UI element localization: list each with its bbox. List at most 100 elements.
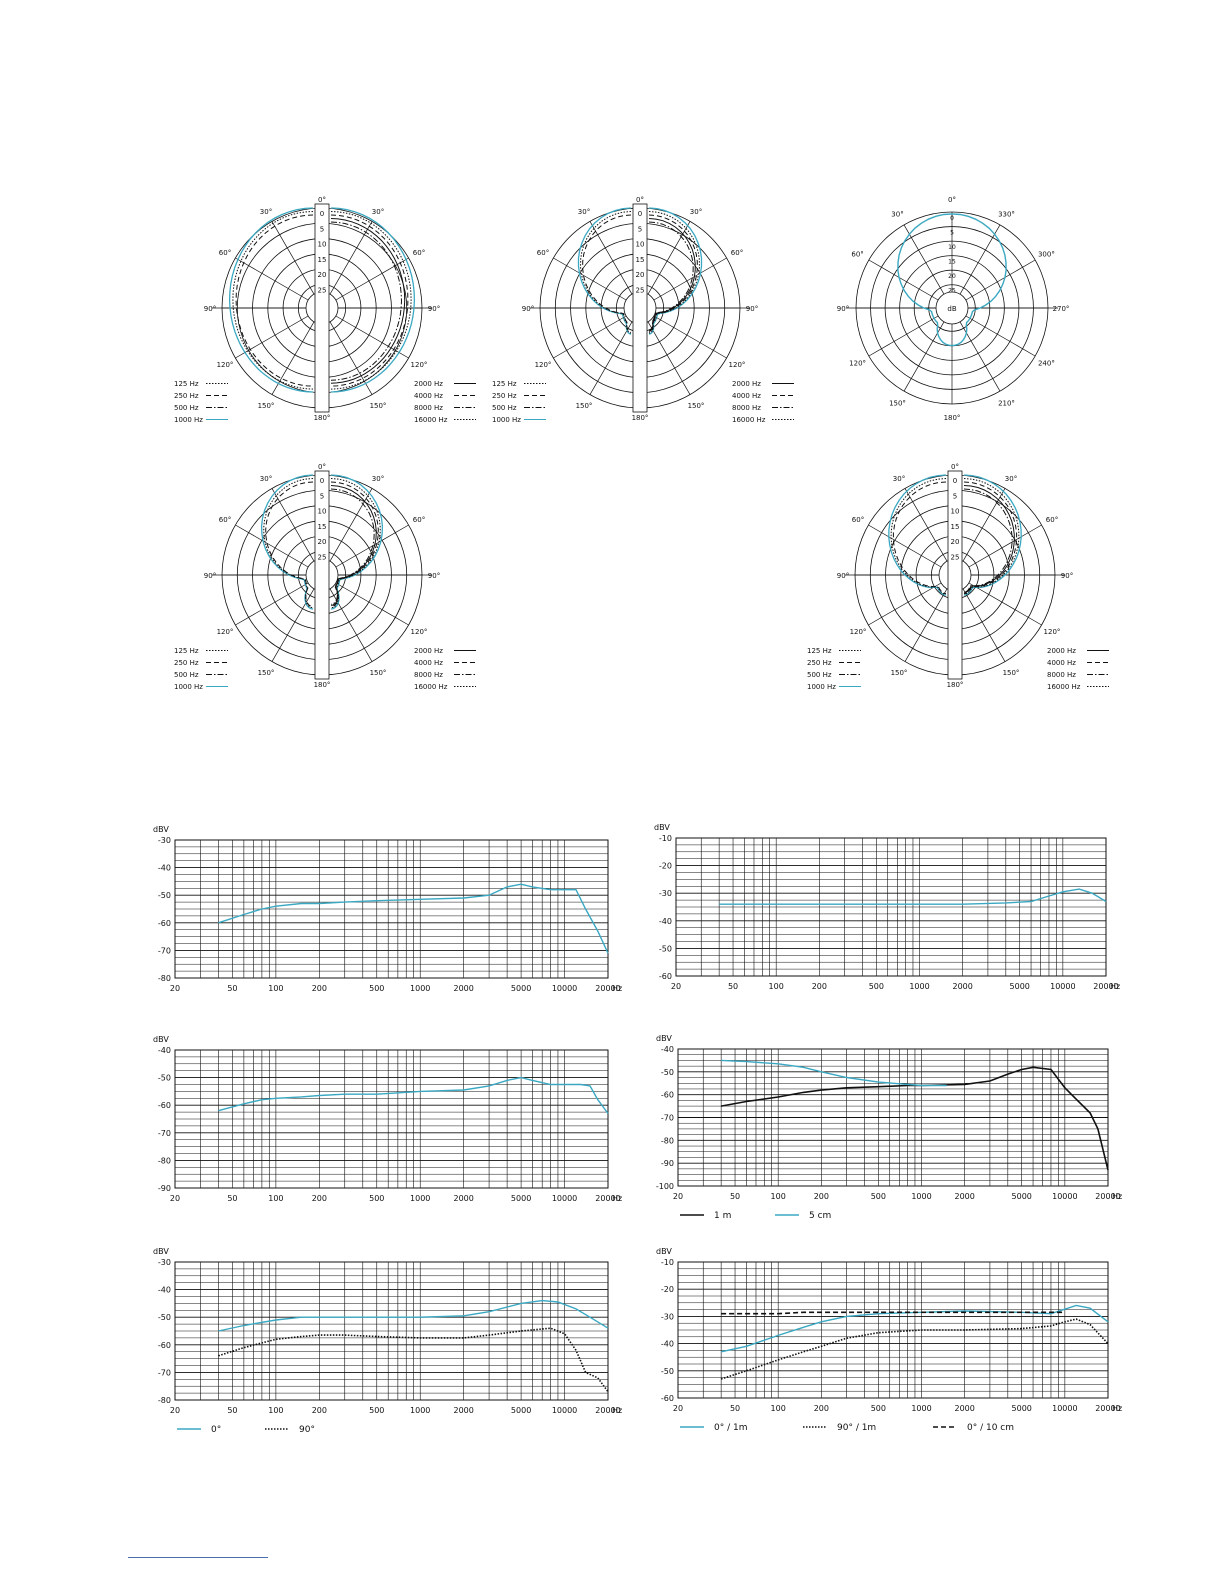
polar-diagram: dB051015202530°60°90°120°150°0°30°60°90°…	[807, 463, 1109, 691]
polar-angle-label: 90°	[204, 572, 216, 580]
y-tick-label: -50	[661, 1068, 674, 1077]
series-line	[720, 1318, 1109, 1380]
polar-angle-label: 30°	[260, 208, 272, 216]
polar-angle-label: 150°	[370, 402, 387, 410]
legend-label: 16000 Hz	[732, 416, 766, 424]
polar-angle-label: 180°	[632, 414, 649, 422]
y-tick-label: -40	[659, 917, 672, 926]
axis-ylabel: dBV	[656, 1247, 672, 1256]
polar-ring-label: 20	[636, 271, 645, 279]
polar-angle-label: 150°	[1003, 669, 1020, 677]
polar-divider-strip	[947, 470, 963, 680]
legend-label: 8000 Hz	[1047, 671, 1076, 679]
polar-curve	[330, 488, 375, 605]
polar-curve	[330, 485, 377, 606]
polar-angle-label: 60°	[413, 516, 425, 524]
polar-curve	[892, 481, 947, 595]
polar-spoke	[868, 315, 939, 357]
polar-spoke	[335, 524, 409, 568]
footer-rule	[128, 1557, 268, 1558]
legend-label: 16000 Hz	[414, 416, 448, 424]
polar-curve	[648, 214, 698, 333]
polar-spoke	[868, 259, 939, 301]
series-line	[721, 1059, 947, 1087]
polar-angle-label: 60°	[219, 516, 231, 524]
y-tick-label: -70	[158, 1129, 171, 1138]
polar-ring-label: 25	[636, 286, 645, 294]
y-tick-label: -70	[158, 1368, 171, 1377]
x-tick-label: 500	[369, 1194, 384, 1203]
legend-label: 250 Hz	[492, 392, 517, 400]
y-tick-label: -20	[659, 862, 672, 871]
polar-curve	[330, 474, 384, 610]
legend-label: 8000 Hz	[414, 671, 443, 679]
legend-label: 16000 Hz	[1047, 683, 1081, 691]
polar-ring-label: 15	[636, 256, 645, 264]
polar-spoke	[965, 315, 1036, 357]
polar-spoke	[647, 221, 691, 295]
polar-angle-label: 120°	[411, 628, 428, 636]
x-tick-label: 2000	[954, 1192, 974, 1201]
polar-spoke	[329, 221, 373, 295]
polar-angle-label: 30°	[260, 475, 272, 483]
polar-angle-label: 180°	[944, 414, 961, 422]
polar-angle-label: 120°	[411, 361, 428, 369]
polar-curve	[235, 214, 314, 387]
legend-label: 2000 Hz	[414, 380, 443, 388]
x-tick-label: 20	[170, 984, 180, 993]
polar-divider-strip	[632, 203, 648, 413]
polar-ring-label: 10	[318, 508, 327, 516]
polar-spoke	[962, 488, 1006, 562]
polar-spoke	[868, 582, 942, 626]
y-tick-label: -60	[158, 1101, 171, 1110]
polar-angle-label: 270°	[1053, 305, 1070, 313]
y-tick-label: -60	[158, 1341, 171, 1350]
x-tick-label: 5000	[511, 984, 531, 993]
y-tick-label: -50	[659, 944, 672, 953]
legend-label: 125 Hz	[807, 647, 832, 655]
polar-angle-label: 30°	[372, 208, 384, 216]
x-tick-label: 500	[869, 982, 884, 991]
x-tick-label: 10000	[1052, 1404, 1077, 1413]
legend-label: 500 Hz	[174, 671, 199, 679]
polar-spoke	[904, 588, 948, 662]
x-tick-label: 50	[730, 1404, 740, 1413]
legend-label: 4000 Hz	[1047, 659, 1076, 667]
polar-curve	[648, 211, 700, 334]
x-tick-label: 20000	[1095, 1404, 1120, 1413]
polar-angle-label: 30°	[690, 208, 702, 216]
polar-angle-label: 120°	[535, 361, 552, 369]
y-tick-label: -60	[659, 972, 672, 981]
polar-ring-label: 15	[951, 523, 960, 531]
y-tick-label: -40	[158, 1286, 171, 1295]
polar-angle-label: 210°	[998, 399, 1015, 407]
polar-ring-label: 0	[950, 215, 954, 222]
polar-angle-label: 120°	[729, 361, 746, 369]
series-line	[720, 1066, 1109, 1171]
polar-curve	[890, 478, 947, 595]
x-tick-label: 20000	[1095, 1192, 1120, 1201]
legend-label: 0° / 1m	[714, 1423, 747, 1433]
x-tick-label: 2000	[954, 1404, 974, 1413]
polar-spoke	[968, 582, 1042, 626]
x-tick-label: 20	[673, 1404, 683, 1413]
polar-curve	[265, 481, 314, 608]
polar-spoke	[235, 257, 309, 301]
polar-angle-label: 150°	[576, 402, 593, 410]
polar-angle-label: 120°	[850, 628, 867, 636]
polar-diagram: dB051015202530°60°90°120°150°0°30°60°90°…	[492, 196, 794, 424]
legend-label: 125 Hz	[174, 380, 199, 388]
polar-spoke	[653, 257, 727, 301]
polar-spoke	[271, 488, 315, 562]
x-tick-label: 5000	[511, 1406, 531, 1415]
y-tick-label: -20	[661, 1285, 674, 1294]
polar-spoke	[329, 488, 373, 562]
axis-ylabel: dBV	[654, 823, 670, 832]
polar-angle-label: 150°	[370, 669, 387, 677]
polar-spoke	[868, 524, 942, 568]
legend-label: 250 Hz	[174, 392, 199, 400]
polar-curve	[963, 485, 1015, 594]
polar-divider-strip	[314, 470, 330, 680]
